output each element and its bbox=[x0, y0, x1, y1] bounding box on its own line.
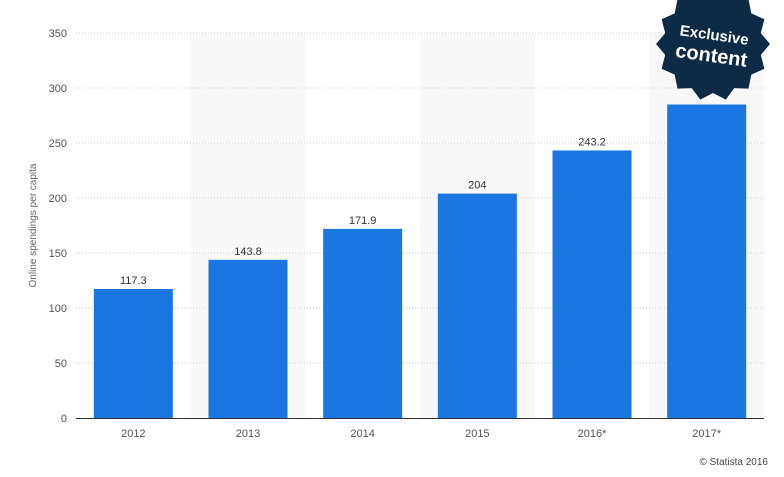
bar-2016*[interactable] bbox=[552, 150, 632, 419]
y-tick-label-100: 100 bbox=[49, 303, 67, 315]
y-tick-label-50: 50 bbox=[55, 358, 67, 370]
exclusive-content-badge[interactable]: Exclusive content bbox=[656, 0, 770, 100]
bar-2017*[interactable] bbox=[667, 104, 747, 419]
x-tick-label-2014: 2014 bbox=[350, 428, 374, 440]
x-tick-label-2017*: 2017* bbox=[692, 428, 721, 440]
y-axis-ticks: 0 50 100 150 200 250 300 350 bbox=[49, 28, 67, 425]
x-tick-label-2016*: 2016* bbox=[578, 428, 607, 440]
data-label-2012: 117.3 bbox=[120, 275, 147, 287]
data-label-2016*: 243.2 bbox=[578, 136, 606, 148]
gridlines bbox=[76, 32, 764, 364]
y-tick-label-0: 0 bbox=[61, 413, 67, 425]
y-tick-label-350: 350 bbox=[49, 28, 67, 40]
y-tick-label-150: 150 bbox=[49, 248, 67, 260]
x-tick-label-2013: 2013 bbox=[236, 428, 260, 440]
bar-2015[interactable] bbox=[437, 193, 517, 418]
data-label-2015: 204 bbox=[468, 180, 486, 192]
x-axis-ticks: 2012 2013 2014 2015 2016* 2017* bbox=[121, 428, 722, 440]
data-label-2013: 143.8 bbox=[234, 246, 262, 258]
y-tick-label-300: 300 bbox=[49, 83, 67, 95]
statista-credit[interactable]: © Statista 2016 bbox=[699, 457, 768, 468]
bars bbox=[93, 104, 747, 419]
y-axis-title: Online spendings per capita bbox=[28, 163, 39, 287]
bar-2013[interactable] bbox=[208, 259, 288, 418]
bar-2014[interactable] bbox=[323, 228, 403, 418]
data-labels: 117.3 143.8 171.9 204 243.2 bbox=[120, 136, 606, 286]
y-tick-label-250: 250 bbox=[49, 138, 67, 150]
bar-2012[interactable] bbox=[93, 288, 173, 418]
y-tick-label-200: 200 bbox=[49, 193, 67, 205]
badge-seal-shape bbox=[656, 0, 770, 100]
x-tick-label-2012: 2012 bbox=[121, 428, 145, 440]
x-tick-label-2015: 2015 bbox=[465, 428, 489, 440]
data-label-2014: 171.9 bbox=[349, 215, 377, 227]
